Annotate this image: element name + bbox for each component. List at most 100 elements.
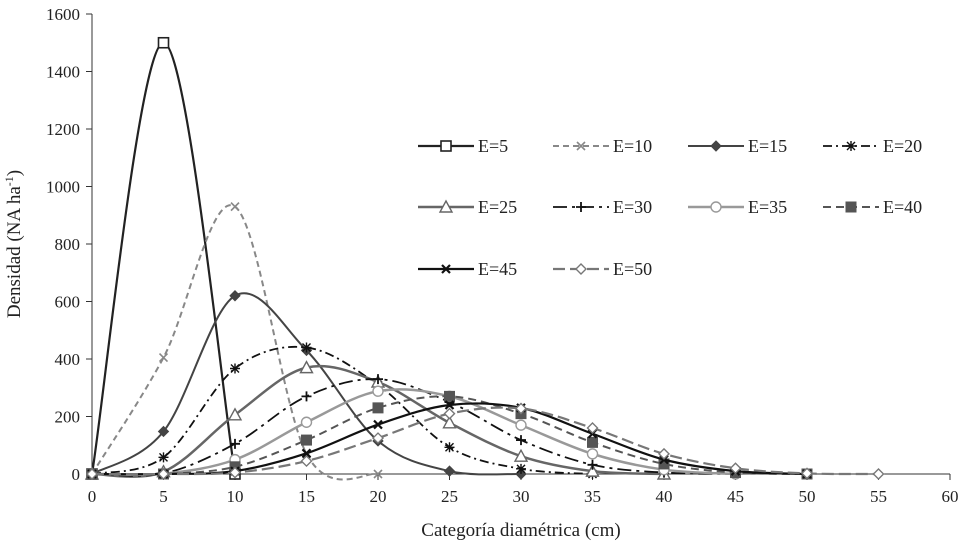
data-point-e-20 — [158, 452, 169, 463]
data-point-e-50 — [729, 462, 742, 475]
x-tick-label: 5 — [159, 487, 168, 506]
data-point-e-25 — [585, 463, 600, 477]
data-point-e-15 — [157, 425, 170, 438]
legend-item-e-20: E=20 — [823, 136, 922, 156]
data-point-e-30 — [587, 459, 598, 470]
x-tick-label: 0 — [88, 487, 97, 506]
legend-item-e-15: E=15 — [688, 136, 787, 156]
y-tick-label: 1200 — [46, 120, 80, 139]
legend-item-e-50: E=50 — [553, 259, 652, 279]
y-tick-label: 1600 — [46, 5, 80, 24]
series-e-15 — [86, 290, 527, 480]
legend-marker-e-30 — [576, 202, 586, 212]
x-tick-label: 60 — [942, 487, 959, 506]
data-point-e-35 — [372, 385, 384, 397]
y-tick-label: 0 — [72, 465, 81, 484]
legend-label-e-25: E=25 — [478, 197, 517, 217]
y-tick-label: 400 — [55, 350, 81, 369]
data-point-e-50 — [801, 467, 813, 480]
data-point-e-25 — [442, 415, 457, 429]
y-axis-label: Densidad (NA ha-1) — [2, 170, 25, 318]
legend-label-e-40: E=40 — [883, 197, 922, 217]
series-line-e-30 — [91, 378, 736, 477]
legend-item-e-5: E=5 — [418, 136, 508, 156]
legend-marker-e-20 — [846, 141, 856, 151]
series-e-50 — [86, 402, 885, 480]
x-tick-label: 15 — [298, 487, 315, 506]
data-point-e-20 — [516, 463, 526, 474]
legend-marker-e-45 — [441, 264, 451, 274]
x-tick-label: 35 — [584, 487, 601, 506]
series-line-e-50 — [91, 406, 879, 476]
y-tick-label: 800 — [55, 235, 81, 254]
data-point-e-25 — [227, 407, 243, 421]
data-point-e-40 — [444, 390, 455, 402]
x-tick-label: 50 — [799, 487, 816, 506]
data-point-e-50 — [658, 447, 670, 460]
data-point-e-20 — [230, 363, 240, 374]
data-point-e-50 — [372, 432, 384, 445]
data-point-e-5 — [157, 36, 170, 49]
x-axis-label: Categoría diamétrica (cm) — [421, 520, 620, 541]
legend-item-e-45: E=45 — [418, 259, 517, 279]
y-axis-label-sup: -1 — [2, 176, 16, 186]
data-point-e-30 — [230, 438, 240, 449]
legend-item-e-40: E=40 — [823, 197, 922, 217]
data-point-e-50 — [157, 468, 170, 480]
y-tick-label: 200 — [55, 408, 81, 427]
series-line-e-35 — [91, 388, 736, 477]
x-tick-label: 55 — [870, 487, 887, 506]
x-ticks: 0 5 10 15 20 25 30 35 40 45 50 55 60 — [88, 474, 959, 506]
series-line-e-5 — [90, 41, 237, 475]
y-tick-label: 1000 — [46, 178, 80, 197]
data-point-e-30 — [373, 374, 383, 385]
legend-label-e-15: E=15 — [748, 136, 787, 156]
y-axis-label-main: Densidad (NA ha — [4, 186, 25, 318]
data-point-e-30 — [301, 391, 312, 402]
data-point-e-15 — [443, 465, 456, 477]
x-tick-label: 25 — [441, 487, 458, 506]
legend-item-e-10: E=10 — [553, 136, 652, 156]
data-point-e-35 — [586, 448, 599, 460]
legend-marker-e-50 — [575, 263, 587, 275]
legend-label-e-5: E=5 — [478, 136, 508, 156]
x-tick-label: 10 — [227, 487, 244, 506]
y-ticks: 0 200 400 600 800 1000 1200 1400 1600 — [46, 5, 92, 484]
series-layer — [84, 36, 885, 481]
data-point-e-50 — [86, 468, 98, 480]
x-tick-label: 20 — [370, 487, 387, 506]
data-point-e-45 — [301, 448, 312, 459]
data-point-e-35 — [515, 419, 527, 431]
series-line-e-20 — [91, 345, 593, 475]
data-point-e-45 — [373, 419, 383, 430]
data-point-e-10 — [230, 202, 240, 212]
data-point-e-30 — [516, 435, 526, 446]
series-line-e-15 — [91, 292, 522, 476]
legend-marker-e-25 — [438, 199, 454, 213]
data-point-e-50 — [300, 455, 313, 468]
x-tick-label: 30 — [513, 487, 530, 506]
data-point-e-50 — [586, 422, 599, 434]
data-point-e-10 — [158, 352, 169, 363]
legend-marker-e-35 — [710, 201, 722, 213]
legend-item-e-30: E=30 — [553, 197, 652, 217]
legend-marker-e-15 — [710, 140, 722, 152]
legend-item-e-35: E=35 — [688, 197, 787, 217]
legend-label-e-45: E=45 — [478, 259, 517, 279]
legend-label-e-20: E=20 — [883, 136, 922, 156]
y-tick-label: 1400 — [46, 63, 80, 82]
data-point-e-50 — [872, 468, 885, 480]
data-point-e-40 — [372, 402, 384, 414]
x-tick-label: 40 — [656, 487, 673, 506]
legend-label-e-35: E=35 — [748, 197, 787, 217]
data-point-e-50 — [229, 466, 241, 479]
legend-label-e-10: E=10 — [613, 136, 652, 156]
data-point-e-20 — [301, 342, 312, 353]
data-point-e-40 — [587, 436, 598, 448]
data-point-e-20 — [444, 442, 455, 453]
legend-label-e-50: E=50 — [613, 259, 652, 279]
data-point-e-35 — [300, 416, 313, 428]
data-point-e-50 — [515, 402, 527, 415]
legend-marker-e-5 — [440, 140, 452, 152]
